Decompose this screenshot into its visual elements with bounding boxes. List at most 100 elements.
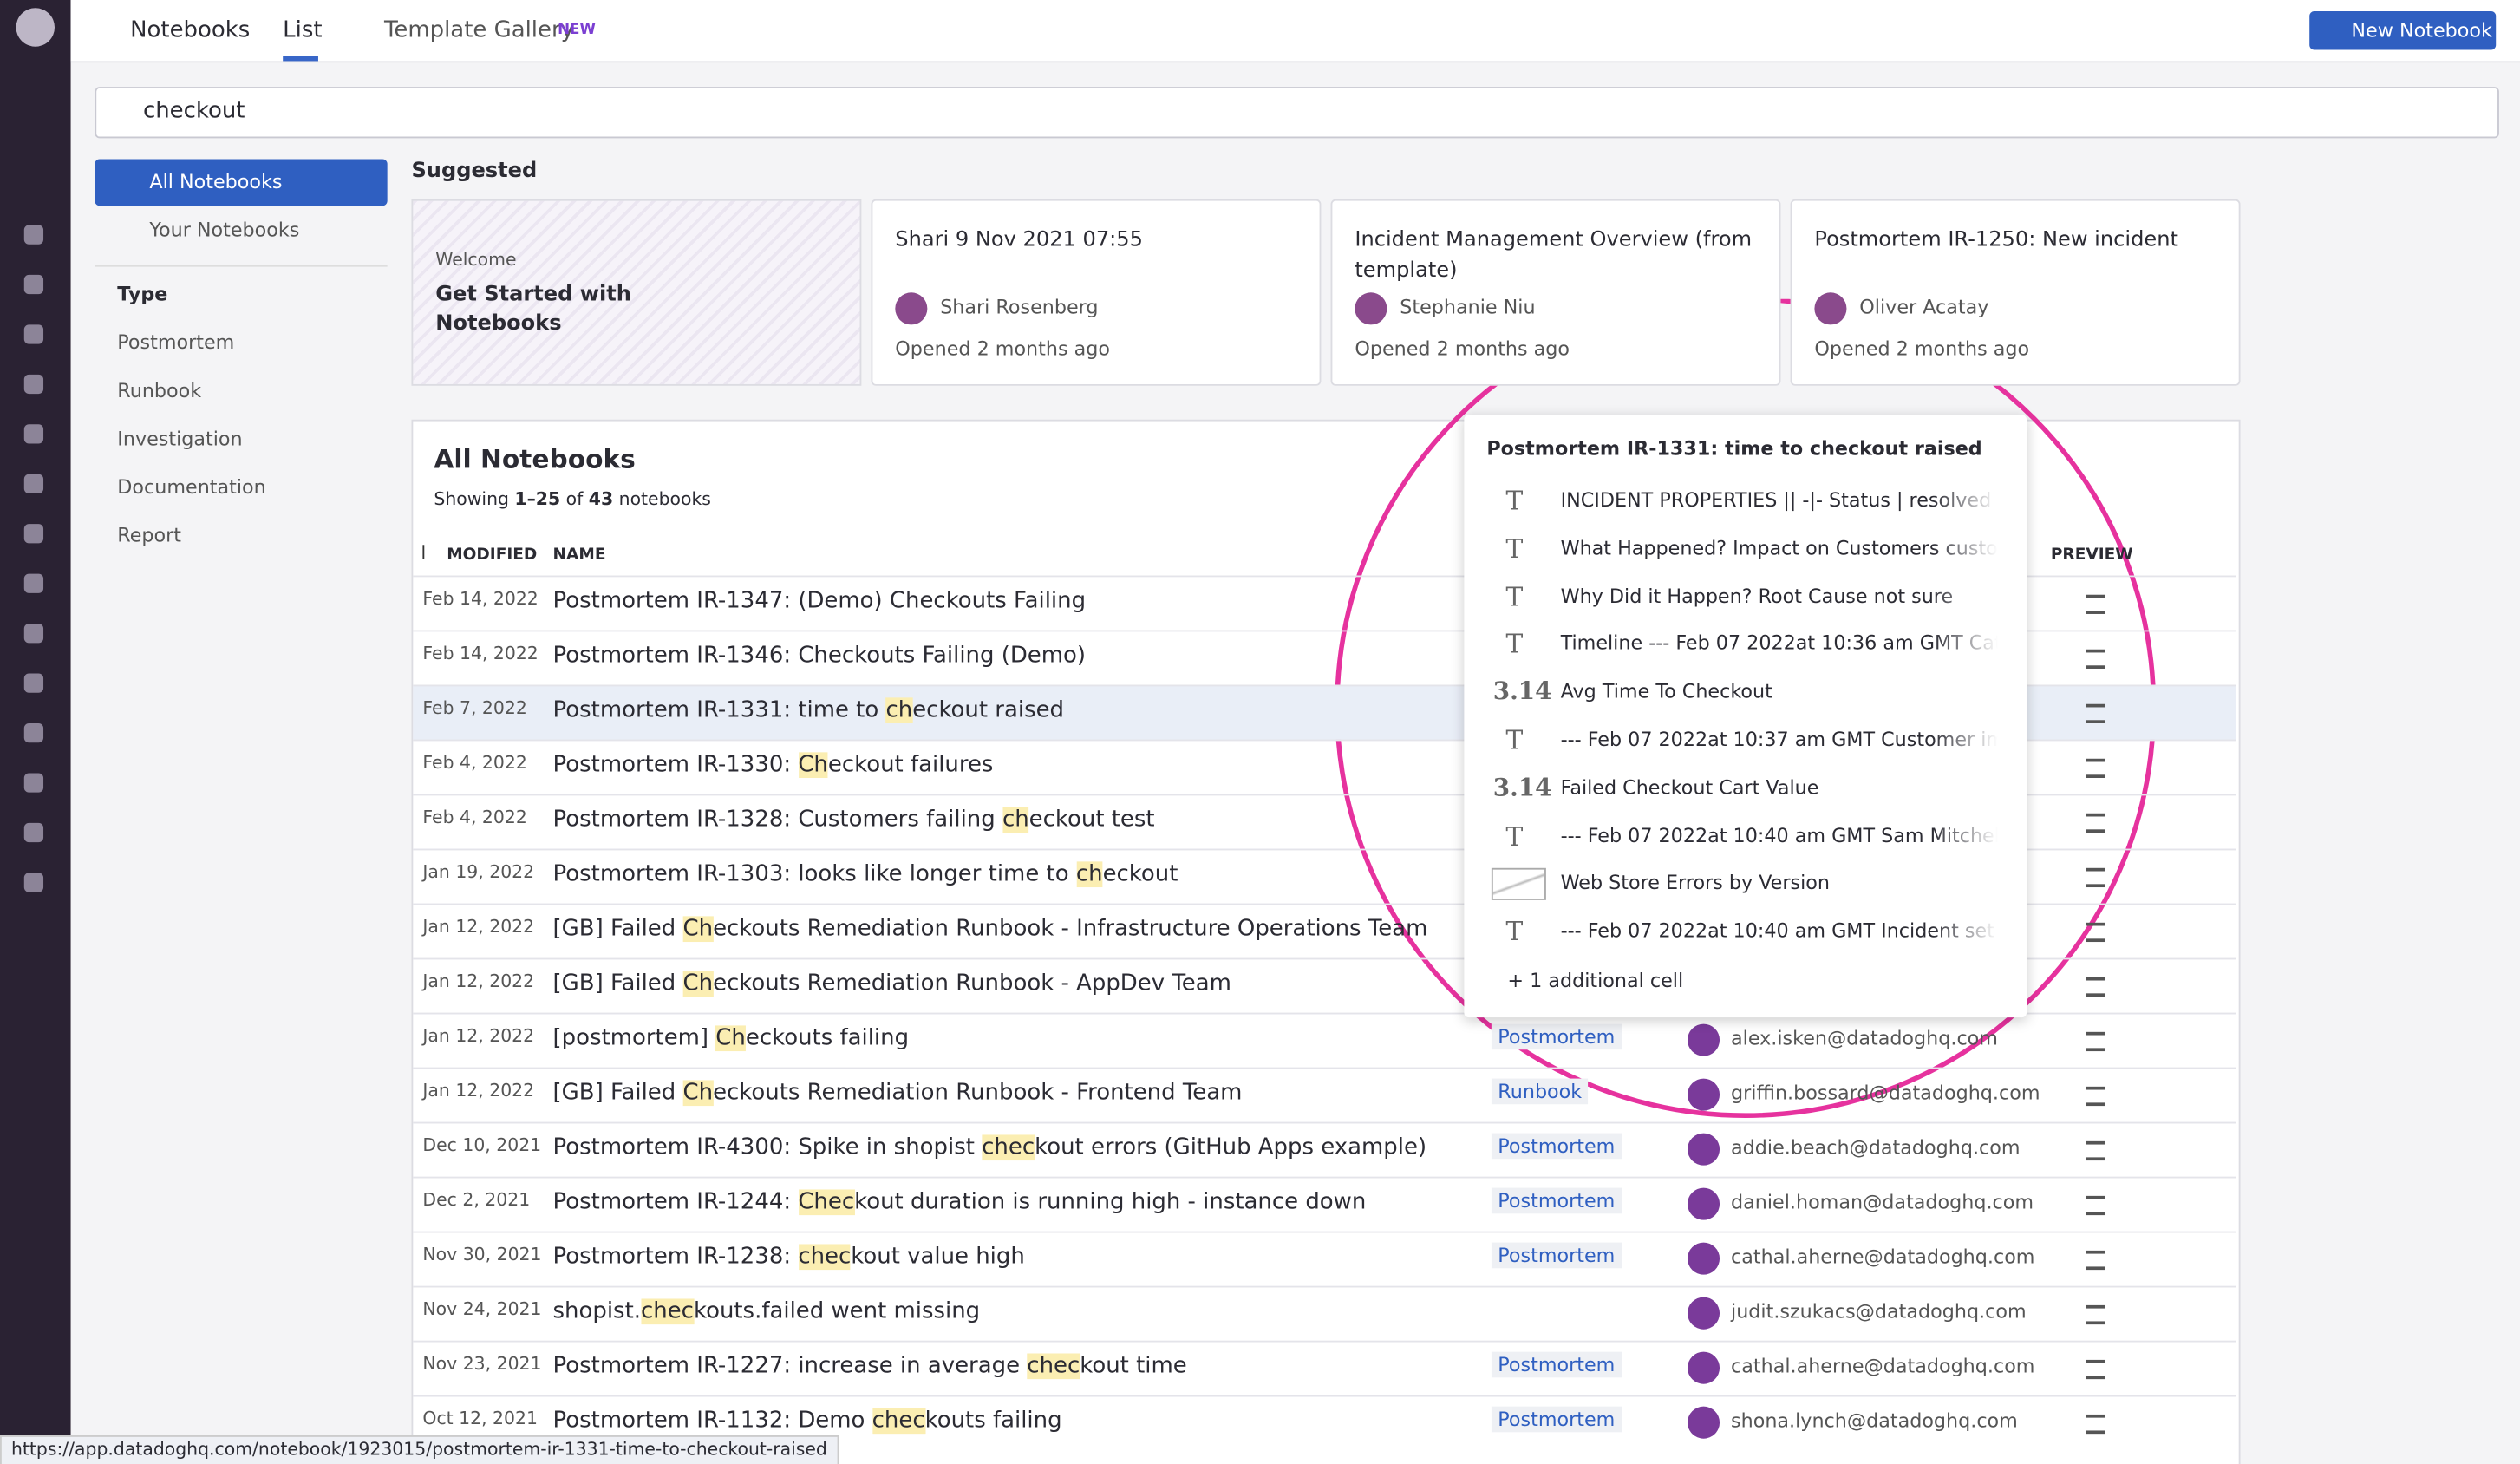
modified: Jan 12, 2022 [422, 1025, 535, 1047]
type-tag: Postmortem [1491, 1406, 1622, 1433]
search-box[interactable] [95, 87, 2499, 139]
suggested-card[interactable]: Incident Management Overview (from templ… [1330, 199, 1781, 386]
name-part: eckouts Remediation Runbook - Infrastruc… [713, 916, 1428, 943]
tab[interactable]: List [283, 17, 323, 44]
type-tag: Runbook [1491, 1078, 1589, 1105]
row[interactable] [413, 1121, 2236, 1177]
nav-icon [23, 225, 44, 245]
author: cathal.aherne@datadoghq.com [1731, 1355, 2035, 1378]
nav-icon [23, 424, 44, 444]
nav-icon [23, 673, 44, 693]
column-header[interactable]: PREVIEW [2050, 546, 2133, 565]
nav-icon [23, 873, 44, 892]
name-part: Ch [682, 1080, 714, 1107]
row[interactable] [413, 794, 2236, 849]
welcome-label: Welcome [435, 249, 517, 271]
cell-graph [1491, 868, 1546, 901]
row[interactable] [413, 957, 2236, 1013]
name: Postmortem IR-4300: Spike in shopist che… [553, 1134, 1426, 1161]
row[interactable] [413, 1340, 2236, 1395]
preview-icon[interactable] [2086, 977, 2105, 997]
name-part: chec [641, 1298, 694, 1325]
cell-icon: T [1505, 533, 1524, 565]
modified: Feb 14, 2022 [422, 588, 539, 610]
row[interactable] [413, 1395, 2236, 1450]
cell-icon: T [1505, 724, 1524, 756]
avatar [1687, 1187, 1720, 1220]
name: Postmortem IR-1346: Checkouts Failing (D… [553, 643, 1087, 669]
nav-icon [23, 374, 44, 395]
row[interactable] [413, 575, 2236, 630]
side-item[interactable]: Your Notebooks [149, 219, 300, 241]
row[interactable] [413, 630, 2236, 685]
welcome-card[interactable]: Welcome Get Started with Notebooks [411, 199, 862, 386]
suggested-card[interactable]: Shari 9 Nov 2021 07:55 Shari Rosenberg Ope… [871, 199, 1322, 386]
name-part: [GB] Failed [552, 916, 683, 943]
tab-underline [283, 56, 318, 62]
new-button[interactable]: New Notebook [2309, 10, 2497, 50]
modified: Feb 4, 2022 [422, 752, 527, 774]
row[interactable] [413, 1285, 2236, 1341]
preview-icon[interactable] [2086, 1359, 2105, 1380]
row[interactable] [413, 1176, 2236, 1232]
tab[interactable]: Template Gallery [383, 17, 575, 44]
name-part: Postmortem IR-1227: increase in average [552, 1353, 1028, 1380]
avatar [1355, 292, 1387, 325]
name: Postmortem IR-1303: looks like longer ti… [553, 861, 1178, 888]
cell-text: Timeline --- Feb 07 2022at 10:36 am GMT … [1560, 632, 1998, 656]
nav-icon [23, 722, 44, 743]
row[interactable] [413, 1012, 2236, 1068]
preview-icon[interactable] [2086, 649, 2105, 669]
name-part: Postmortem IR-1244: [552, 1189, 799, 1216]
side-type[interactable]: Report [117, 524, 182, 547]
preview-icon[interactable] [2086, 922, 2105, 943]
row[interactable] [413, 739, 2236, 794]
name: Postmortem IR-1238: checkout value high [553, 1244, 1025, 1271]
column-header[interactable]: MODIFIED [447, 546, 538, 565]
name-part: Postmortem IR-1132: Demo [552, 1408, 872, 1435]
nav-icon [23, 274, 44, 295]
preview-icon[interactable] [2086, 1304, 2105, 1325]
name-part: kout time [1080, 1353, 1187, 1380]
cell-text: --- Feb 07 2022at 10:37 am GMT Customer … [1560, 728, 1998, 751]
search-text[interactable]: checkout [142, 98, 245, 124]
side-item[interactable]: All Notebooks [149, 170, 283, 193]
row[interactable] [413, 903, 2236, 958]
side-type[interactable]: Investigation [117, 427, 243, 450]
preview-icon[interactable] [2086, 1250, 2105, 1271]
card-opened: Opened 2 months ago [895, 337, 1110, 361]
preview-icon[interactable] [2086, 1140, 2105, 1161]
name-part: kout duration is running high - instance… [854, 1189, 1367, 1216]
row[interactable] [413, 1231, 2236, 1286]
modified: Feb 14, 2022 [422, 643, 539, 664]
modified: Nov 24, 2021 [422, 1298, 542, 1320]
name-part: chec [982, 1134, 1035, 1161]
name-part: Postmortem IR-1346: Checkouts Failing (D… [552, 643, 1087, 669]
side-type[interactable]: Documentation [117, 475, 266, 499]
suggested-card[interactable]: Postmortem IR-1250: New incident Oliver A… [1790, 199, 2241, 386]
side-type[interactable]: Postmortem [117, 330, 235, 354]
nav-icon [23, 474, 44, 493]
side-type[interactable]: Runbook [117, 379, 202, 402]
modified: Jan 12, 2022 [422, 916, 535, 938]
column-header[interactable]: NAME [552, 546, 606, 565]
preview-icon[interactable] [2086, 594, 2105, 614]
card-author: Oliver Acatay [1859, 296, 1989, 318]
author: cathal.aherne@datadoghq.com [1731, 1245, 2035, 1269]
row[interactable] [413, 848, 2236, 904]
nav-icon [23, 573, 44, 593]
preview-icon[interactable] [2086, 758, 2105, 779]
avatar [1687, 1023, 1720, 1056]
name-part: eckouts failing [745, 1025, 910, 1052]
preview-icon[interactable] [2086, 1195, 2105, 1216]
preview-icon[interactable] [2086, 703, 2105, 723]
card-title: Postmortem IR-1250: New incident [1814, 228, 2178, 252]
preview-icon[interactable] [2086, 867, 2105, 888]
preview-icon[interactable] [2086, 1414, 2105, 1435]
row[interactable] [413, 1067, 2236, 1122]
name-part: ch [1075, 861, 1103, 888]
preview-icon[interactable] [2086, 813, 2105, 833]
author: addie.beach@datadoghq.com [1731, 1136, 2021, 1160]
preview-icon[interactable] [2086, 1086, 2105, 1107]
preview-icon[interactable] [2086, 1031, 2105, 1052]
